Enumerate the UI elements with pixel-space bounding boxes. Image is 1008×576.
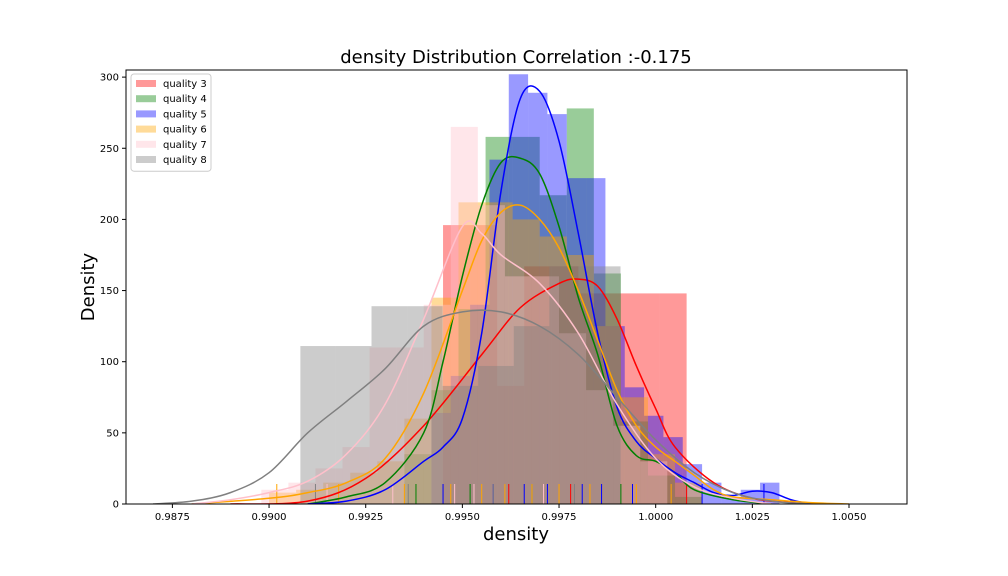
bar-series-1-bin-8: [632, 293, 660, 504]
bar-series-6-bin-6: [478, 365, 514, 504]
kde-line-series-6: [153, 309, 811, 504]
bars-series-5: [261, 126, 668, 504]
bar-series-1-bin-4: [524, 266, 552, 504]
bar-series-3-bin-11: [624, 387, 645, 504]
y-axis-label: Density: [78, 252, 99, 321]
bar-series-2-bin-11: [675, 496, 703, 504]
legend-swatch-1: [136, 80, 156, 87]
x-tick-label-4: 0.9950: [445, 512, 480, 523]
bar-series-6-bin-8: [549, 266, 585, 504]
bar-series-6-bin-5: [442, 385, 479, 504]
legend-label-5: quality 7: [163, 140, 207, 151]
bar-series-5-bin-8: [450, 126, 478, 504]
legend-label-6: quality 8: [163, 155, 207, 166]
y-tick-label-6: 250: [100, 144, 119, 155]
bar-series-3-bin-5: [508, 74, 529, 504]
x-tick-label-7: 1.0025: [735, 512, 770, 523]
bar-series-3-bin-10: [605, 326, 625, 504]
rug-series-5: [326, 484, 545, 504]
bar-series-4-bin-1: [269, 492, 297, 504]
chart-title: density Distribution Correlation :-0.175: [340, 47, 692, 68]
bar-series-3-bin-1: [431, 412, 451, 504]
bar-series-5-bin-12: [559, 333, 587, 504]
bar-series-1-bin-3: [497, 385, 525, 504]
bar-series-1-bin-6: [578, 293, 606, 504]
legend-box: [130, 73, 212, 172]
rug-series-4: [276, 484, 672, 504]
bar-series-4-bin-11: [539, 236, 567, 504]
bar-series-6-bin-7: [513, 326, 550, 504]
y-tick-label-2: 50: [106, 428, 119, 439]
bar-series-5-bin-14: [613, 425, 641, 504]
kde-line-series-4: [191, 204, 850, 504]
bar-series-1-bin-5: [551, 266, 579, 504]
bar-series-5-bin-5: [369, 347, 397, 504]
x-tick-label-8: 1.0050: [832, 512, 867, 523]
bar-series-2-bin-2: [431, 390, 459, 504]
bar-series-5-bin-7: [423, 304, 451, 504]
bar-series-5-bin-6: [396, 347, 424, 504]
x-axis-label: density: [483, 524, 549, 545]
bar-series-3-bin-9: [586, 178, 606, 504]
bar-series-2-bin-5: [512, 136, 540, 504]
legend: quality 3 quality 4 quality 5 quality 6 qual…: [130, 73, 212, 172]
bar-series-2-bin-10: [647, 475, 676, 504]
rug-series-1: [508, 484, 688, 504]
bar-series-6-bin-3: [371, 306, 408, 504]
bar-series-1-bin-1: [443, 225, 471, 504]
histogram-bars: [261, 74, 780, 504]
y-tick-label-3: 100: [100, 357, 119, 368]
bar-series-4-bin-8: [458, 202, 486, 504]
y-axis-ticks: 0 50 100 150 200 250 300: [100, 73, 126, 511]
legend-label-4: quality 6: [163, 125, 207, 136]
y-tick-label-1: 0: [113, 500, 119, 511]
x-axis-ticks: 0.9875 0.9900 0.9925 0.9950 0.9975 1.0000 1.00…: [155, 504, 867, 523]
bar-series-3-bin-8: [566, 178, 587, 504]
x-tick-label-5: 0.9975: [542, 512, 577, 523]
bar-series-2-bin-6: [539, 195, 567, 504]
kde-line-series-3: [307, 85, 811, 504]
kde-curves: [153, 85, 850, 504]
legend-label-1: quality 3: [163, 79, 207, 90]
plot-frame: [125, 69, 908, 505]
rug-marks: [276, 484, 765, 504]
kde-line-series-5: [191, 220, 772, 504]
bar-series-6-bin-1: [300, 346, 336, 504]
legend-label-3: quality 5: [163, 109, 207, 120]
legend-swatch-4: [136, 125, 156, 133]
x-tick-label-6: 1.0000: [638, 512, 673, 523]
y-tick-label-5: 200: [100, 215, 119, 226]
legend-label-2: quality 4: [163, 94, 207, 105]
bars-series-1: [443, 225, 687, 504]
legend-swatch-2: [136, 95, 156, 103]
rug-series-6: [314, 484, 575, 504]
y-tick-label-4: 150: [100, 286, 119, 297]
bar-series-3-bin-3: [470, 304, 490, 504]
bar-series-3-bin-7: [547, 114, 567, 504]
bar-series-6-bin-4: [407, 306, 443, 504]
bars-series-3: [431, 74, 780, 504]
y-tick-label-7: 300: [100, 73, 119, 84]
bar-series-4-bin-14: [620, 397, 648, 504]
bar-series-5-bin-11: [531, 276, 560, 504]
bar-series-3-bin-16: [721, 496, 741, 504]
bar-series-2-bin-3: [458, 309, 486, 504]
bar-series-5-bin-15: [640, 461, 668, 504]
legend-swatch-6: [136, 156, 156, 163]
bar-series-2-bin-1: [404, 454, 432, 504]
x-tick-label-3: 0.9925: [348, 512, 383, 523]
bar-series-5-bin-13: [586, 390, 614, 504]
bar-series-1-bin-9: [659, 293, 687, 504]
x-tick-label-2: 0.9900: [252, 512, 287, 523]
x-tick-label-1: 0.9875: [155, 512, 190, 523]
bar-series-3-bin-6: [528, 92, 548, 504]
legend-swatch-5: [136, 140, 156, 148]
legend-swatch-3: [136, 110, 156, 118]
